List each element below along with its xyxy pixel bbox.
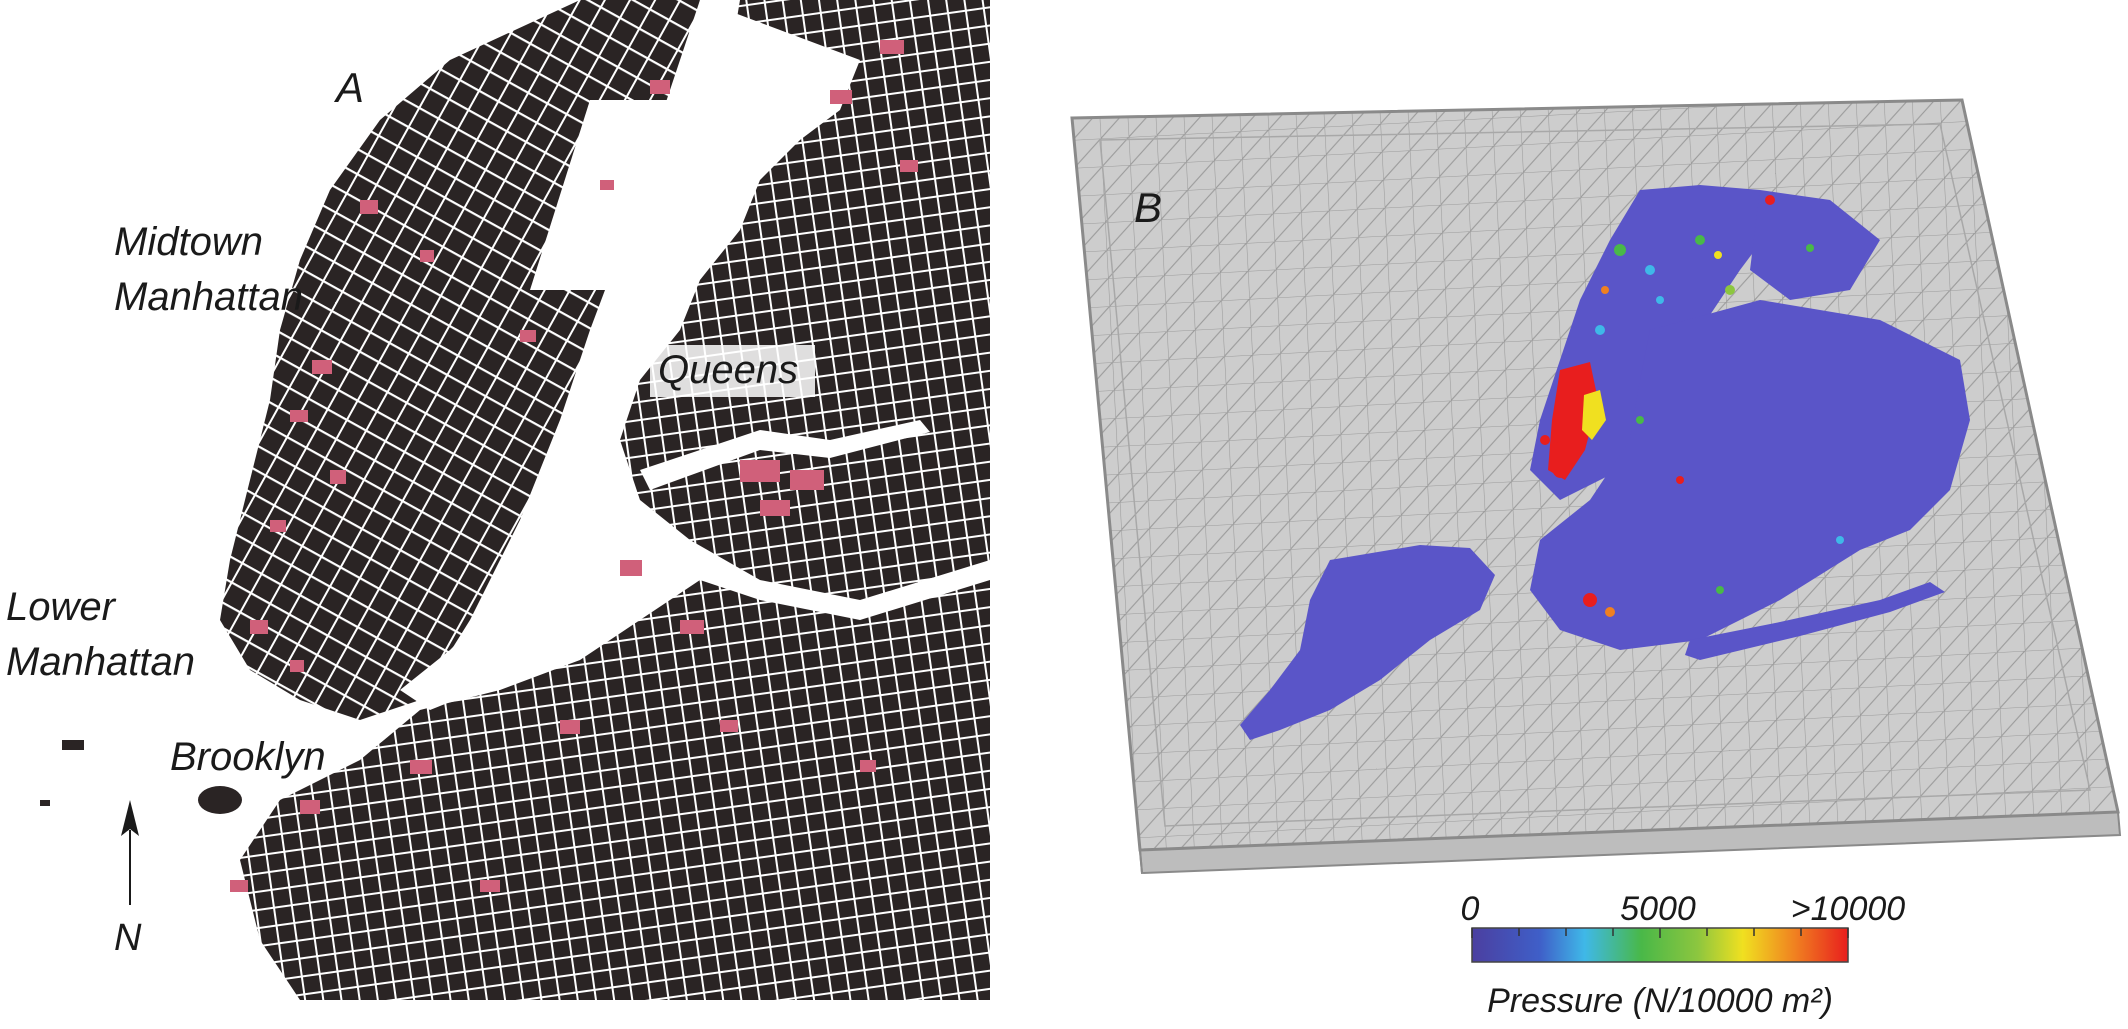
highlighted-buildings <box>230 40 918 892</box>
lower-manhattan-high-pressure <box>1550 442 1570 478</box>
queens-brooklyn-pressure <box>1530 300 1970 650</box>
label-north: N <box>114 917 142 959</box>
panel-b-mesh <box>1070 98 2122 875</box>
pressure-overlay <box>1240 185 1970 740</box>
central-park <box>530 100 680 290</box>
east-river <box>400 0 740 710</box>
colorbar-tick-mid: 5000 <box>1620 890 1696 928</box>
label-midtown-line2: Manhattan <box>114 275 303 319</box>
colorbar-tick-min: 0 <box>1461 890 1480 928</box>
label-queens: Queens <box>658 348 798 392</box>
north-arrow-icon <box>121 800 139 905</box>
midtown-yellow-zone <box>1582 390 1606 440</box>
colorbar-tick-max: >10000 <box>1791 890 1905 928</box>
panel-b-letter: B <box>1134 184 1162 231</box>
staten-island-pressure <box>1240 545 1495 740</box>
label-midtown-line1: Midtown <box>114 220 263 264</box>
small-islands <box>40 740 242 814</box>
panel-a-map <box>40 0 990 1000</box>
label-lower-manhattan-line2: Manhattan <box>6 640 195 684</box>
panel-a-letter: A <box>333 64 364 111</box>
colorbar-ticks <box>1471 928 1849 938</box>
brooklyn-landmass <box>240 580 990 1000</box>
queens-label-bg <box>650 345 815 397</box>
pressure-speckles <box>1540 195 1844 617</box>
colorbar-title: Pressure (N/10000 m²) <box>1487 982 1833 1020</box>
bronx-pressure <box>1750 190 1880 300</box>
queens-landmass <box>620 0 990 600</box>
label-brooklyn: Brooklyn <box>170 735 326 779</box>
newtown-creek <box>640 420 930 490</box>
label-lower-manhattan-line1: Lower <box>6 585 117 629</box>
mesh-slab-rim <box>1099 123 2091 827</box>
pressure-colorbar: 0 5000 >10000 Pressure (N/10000 m²) <box>1461 890 1906 1020</box>
rockaway-pressure <box>1685 582 1945 660</box>
